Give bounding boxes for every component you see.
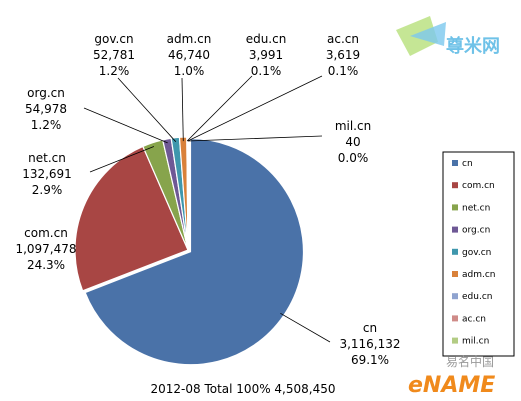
legend-swatch-org-cn: [452, 226, 458, 233]
legend-swatch-mil-cn: [452, 337, 458, 344]
data-label-cn: cn 3,116,132 69.1%: [339, 321, 400, 367]
legend-label-cn: cn: [462, 159, 473, 169]
legend: cn com.cn net.cn org.cn gov.cn adm.cn edu.cn ac…: [442, 151, 515, 357]
watermark-cn-text: 易名中国: [446, 354, 494, 369]
watermark-top-right: 尊米网: [396, 16, 500, 57]
legend-label-com-cn: com.cn: [462, 181, 495, 191]
legend-label-mil-cn: mil.cn: [462, 337, 489, 347]
legend-swatch-edu-cn: [452, 293, 458, 300]
legend-label-gov-cn: gov.cn: [462, 248, 491, 258]
leader-line-mil-cn: [187, 135, 323, 142]
data-label-edu-cn: edu.cn 3,991 0.1%: [246, 32, 287, 78]
leader-line-gov-cn: [117, 77, 177, 142]
legend-label-net-cn: net.cn: [462, 203, 490, 213]
watermark-bottom-right: 易名中国 eNAME: [408, 354, 495, 398]
legend-swatch-ac-cn: [452, 315, 458, 322]
data-label-adm-cn: adm.cn 46,740 1.0%: [167, 32, 212, 78]
leader-line-org-cn: [83, 107, 168, 144]
data-labels: cn 3,116,132 69.1% com.cn 1,097,478 24.3% net.…: [15, 32, 400, 367]
pie-slice-com-cn: [74, 145, 189, 292]
data-label-org-cn: org.cn 54,978 1.2%: [25, 86, 67, 132]
leader-line-edu-cn: [186, 75, 253, 142]
data-label-com-cn: com.cn 1,097,478 24.3%: [15, 226, 76, 272]
pie-slices: [74, 136, 305, 366]
legend-swatch-adm-cn: [452, 271, 458, 277]
data-label-gov-cn: gov.cn 52,781 1.2%: [93, 32, 135, 78]
data-label-ac-cn: ac.cn 3,619 0.1%: [326, 32, 360, 78]
legend-label-org-cn: org.cn: [462, 226, 490, 236]
leader-line-adm-cn: [181, 77, 184, 142]
legend-label-ac-cn: ac.cn: [462, 314, 486, 324]
watermark-en-text: eNAME: [408, 373, 495, 398]
leader-line-cn: [280, 312, 331, 343]
legend-swatch-gov-cn: [452, 248, 458, 255]
watermark-text: 尊米网: [446, 35, 500, 57]
legend-label-edu-cn: edu.cn: [462, 292, 492, 302]
data-label-mil-cn: mil.cn 40 0.0%: [335, 119, 371, 165]
leader-line-ac-cn: [187, 75, 323, 142]
leader-line-net-cn: [89, 146, 155, 173]
legend-swatch-com-cn: [452, 182, 458, 189]
leader-lines: [83, 75, 331, 343]
legend-label-adm-cn: adm.cn: [462, 270, 496, 280]
legend-swatch-cn: [452, 160, 458, 166]
chart-caption: 2012-08 Total 100% 4,508,450: [151, 382, 336, 396]
data-label-net-cn: net.cn 132,691 2.9%: [22, 151, 72, 197]
legend-swatch-net-cn: [452, 204, 458, 211]
